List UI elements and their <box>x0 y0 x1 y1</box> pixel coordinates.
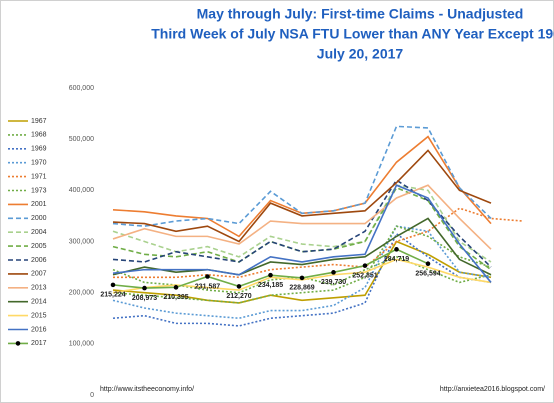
data-label: 212,270 <box>226 293 251 300</box>
data-label: 256,594 <box>415 271 440 278</box>
point <box>299 275 305 281</box>
series-line <box>112 178 492 268</box>
y-tick-label: 400,000 <box>69 187 94 194</box>
legend-label: 2007 <box>31 271 47 278</box>
title-line: July 20, 2017 <box>317 46 404 62</box>
legend-label: 2014 <box>31 299 47 306</box>
y-tick-label: 100,000 <box>69 341 94 348</box>
data-label: 239,730 <box>321 279 346 286</box>
series-line <box>112 184 492 250</box>
legend-label: 2013 <box>31 285 47 292</box>
legend-label: 1970 <box>31 160 47 167</box>
series-line <box>112 184 492 283</box>
title-line: May through July: First-time Claims - Un… <box>197 6 524 22</box>
point <box>173 285 179 290</box>
source: http://www.itstheeconomy.info/ <box>100 386 194 393</box>
legend-label: 1971 <box>31 173 47 180</box>
point <box>236 284 242 289</box>
legend-label: 1968 <box>31 132 47 139</box>
series-line <box>112 125 492 227</box>
point <box>205 274 210 279</box>
y-tick-label: 500,000 <box>69 136 94 143</box>
data-label: 234,185 <box>258 282 283 289</box>
data-label: 210,395 <box>163 294 188 301</box>
point <box>394 247 399 252</box>
legend-label: 2000 <box>31 215 47 222</box>
legend-label: 2017 <box>31 340 47 347</box>
data-label: 228,869 <box>289 285 314 292</box>
point <box>425 261 431 267</box>
data-label: 215,224 <box>100 292 125 299</box>
y-tick-label: 200,000 <box>69 290 94 297</box>
series-line <box>112 240 492 304</box>
legend-label: 1973 <box>31 187 47 194</box>
legend-label: 2006 <box>31 257 47 264</box>
y-tick-label: 0 <box>90 392 94 399</box>
legend-label: 2015 <box>31 312 47 319</box>
title-line: Third Week of July NSA FTU Lower than AN… <box>151 26 554 42</box>
legend-label: 1967 <box>31 118 47 125</box>
point <box>362 263 368 268</box>
legend-label: 2001 <box>31 201 47 208</box>
series-line <box>112 225 492 320</box>
legend-label: 1969 <box>31 146 47 153</box>
data-label: 252,851 <box>352 272 377 279</box>
point <box>268 272 273 278</box>
series-line <box>113 207 523 279</box>
series-line <box>112 225 492 304</box>
data-label: 284,719 <box>384 256 409 263</box>
legend-label: 2005 <box>31 243 47 250</box>
point <box>110 282 116 288</box>
legend-marker <box>15 341 21 346</box>
source: http://anxietea2016.blogspot.com/ <box>440 386 545 393</box>
data-label: 208,973 <box>132 295 157 302</box>
data-label: 231,587 <box>195 283 220 290</box>
series-line <box>112 217 492 276</box>
series-line <box>112 232 492 327</box>
series-line <box>112 149 492 243</box>
legend-label: 2016 <box>31 326 47 333</box>
point <box>331 270 336 275</box>
legend-label: 2004 <box>31 229 47 236</box>
y-tick-label: 300,000 <box>69 238 94 245</box>
y-tick-label: 600,000 <box>69 85 94 92</box>
point <box>142 285 147 291</box>
